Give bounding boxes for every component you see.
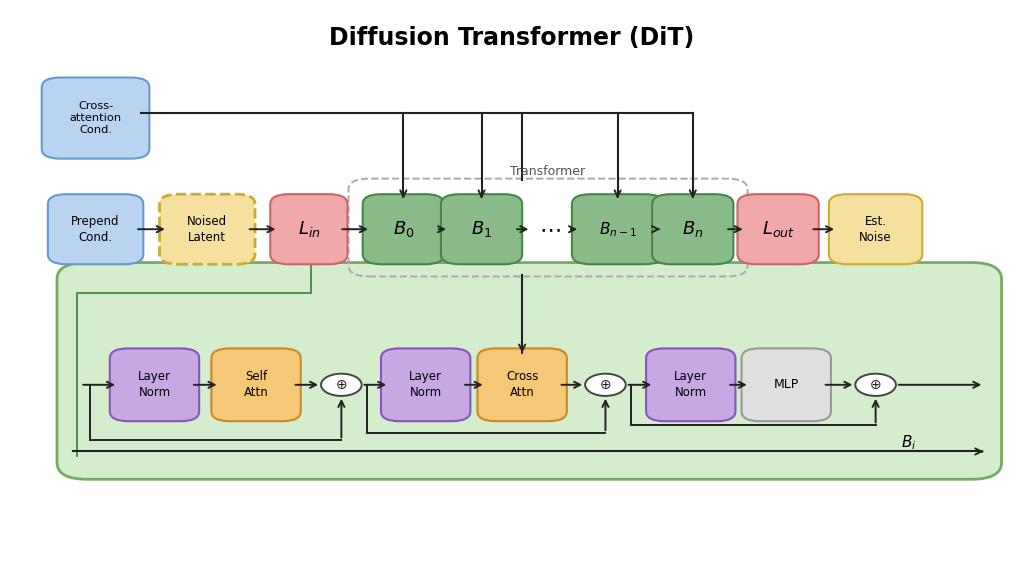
- Text: $B_0$: $B_0$: [392, 219, 414, 239]
- Text: Layer
Norm: Layer Norm: [138, 371, 171, 399]
- FancyBboxPatch shape: [828, 194, 923, 264]
- Text: $B_n$: $B_n$: [682, 219, 703, 239]
- Text: Self
Attn: Self Attn: [244, 371, 268, 399]
- Text: $L_{out}$: $L_{out}$: [762, 219, 795, 239]
- FancyBboxPatch shape: [48, 194, 143, 264]
- FancyBboxPatch shape: [270, 194, 347, 264]
- Text: Transformer: Transformer: [511, 165, 586, 178]
- Circle shape: [585, 374, 626, 396]
- FancyBboxPatch shape: [741, 349, 830, 421]
- Text: Cross-
attention
Cond.: Cross- attention Cond.: [70, 101, 122, 135]
- Text: Layer
Norm: Layer Norm: [674, 371, 708, 399]
- Text: $B_1$: $B_1$: [471, 219, 493, 239]
- FancyBboxPatch shape: [737, 194, 819, 264]
- Text: Diffusion Transformer (DiT): Diffusion Transformer (DiT): [330, 25, 694, 50]
- Text: $\cdots$: $\cdots$: [539, 219, 560, 239]
- FancyBboxPatch shape: [441, 194, 522, 264]
- FancyBboxPatch shape: [42, 77, 150, 158]
- FancyBboxPatch shape: [572, 194, 664, 264]
- Circle shape: [322, 374, 361, 396]
- Text: $B_{n-1}$: $B_{n-1}$: [599, 220, 637, 239]
- FancyBboxPatch shape: [211, 349, 301, 421]
- FancyBboxPatch shape: [381, 349, 470, 421]
- FancyBboxPatch shape: [57, 263, 1001, 479]
- FancyBboxPatch shape: [110, 349, 200, 421]
- FancyBboxPatch shape: [477, 349, 567, 421]
- Text: Est.
Noise: Est. Noise: [859, 215, 892, 244]
- Text: $\oplus$: $\oplus$: [335, 378, 347, 392]
- FancyBboxPatch shape: [362, 194, 444, 264]
- Text: Prepend
Cond.: Prepend Cond.: [72, 215, 120, 244]
- Text: MLP: MLP: [773, 378, 799, 391]
- Text: $\oplus$: $\oplus$: [599, 378, 611, 392]
- Text: Noised
Latent: Noised Latent: [187, 215, 227, 244]
- Text: Layer
Norm: Layer Norm: [410, 371, 442, 399]
- Text: Cross
Attn: Cross Attn: [506, 371, 539, 399]
- FancyBboxPatch shape: [160, 194, 255, 264]
- Text: $L_{in}$: $L_{in}$: [298, 219, 321, 239]
- FancyBboxPatch shape: [652, 194, 733, 264]
- FancyBboxPatch shape: [646, 349, 735, 421]
- Circle shape: [855, 374, 896, 396]
- Text: $\oplus$: $\oplus$: [869, 378, 882, 392]
- Text: $B_i$: $B_i$: [901, 434, 916, 452]
